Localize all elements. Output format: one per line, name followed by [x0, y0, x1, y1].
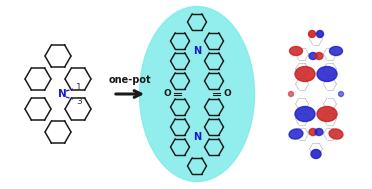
Ellipse shape: [309, 53, 317, 60]
Ellipse shape: [308, 30, 315, 37]
Ellipse shape: [339, 91, 343, 97]
Text: one-pot: one-pot: [109, 75, 151, 85]
Text: 3: 3: [76, 97, 82, 105]
Ellipse shape: [295, 67, 315, 81]
Text: N: N: [58, 89, 66, 99]
Ellipse shape: [140, 6, 254, 181]
Text: O: O: [163, 88, 171, 98]
Ellipse shape: [311, 149, 321, 159]
Ellipse shape: [317, 67, 337, 81]
Text: O: O: [223, 88, 231, 98]
Ellipse shape: [289, 129, 303, 139]
Ellipse shape: [295, 106, 315, 122]
Ellipse shape: [315, 53, 323, 60]
Ellipse shape: [329, 129, 343, 139]
Ellipse shape: [330, 46, 343, 56]
Text: N: N: [193, 46, 201, 56]
Ellipse shape: [315, 129, 323, 136]
Ellipse shape: [317, 106, 337, 122]
Ellipse shape: [309, 129, 317, 136]
Ellipse shape: [289, 91, 294, 97]
Ellipse shape: [317, 30, 324, 37]
Ellipse shape: [289, 46, 302, 56]
Text: N: N: [193, 132, 201, 142]
Text: 1: 1: [76, 83, 82, 91]
